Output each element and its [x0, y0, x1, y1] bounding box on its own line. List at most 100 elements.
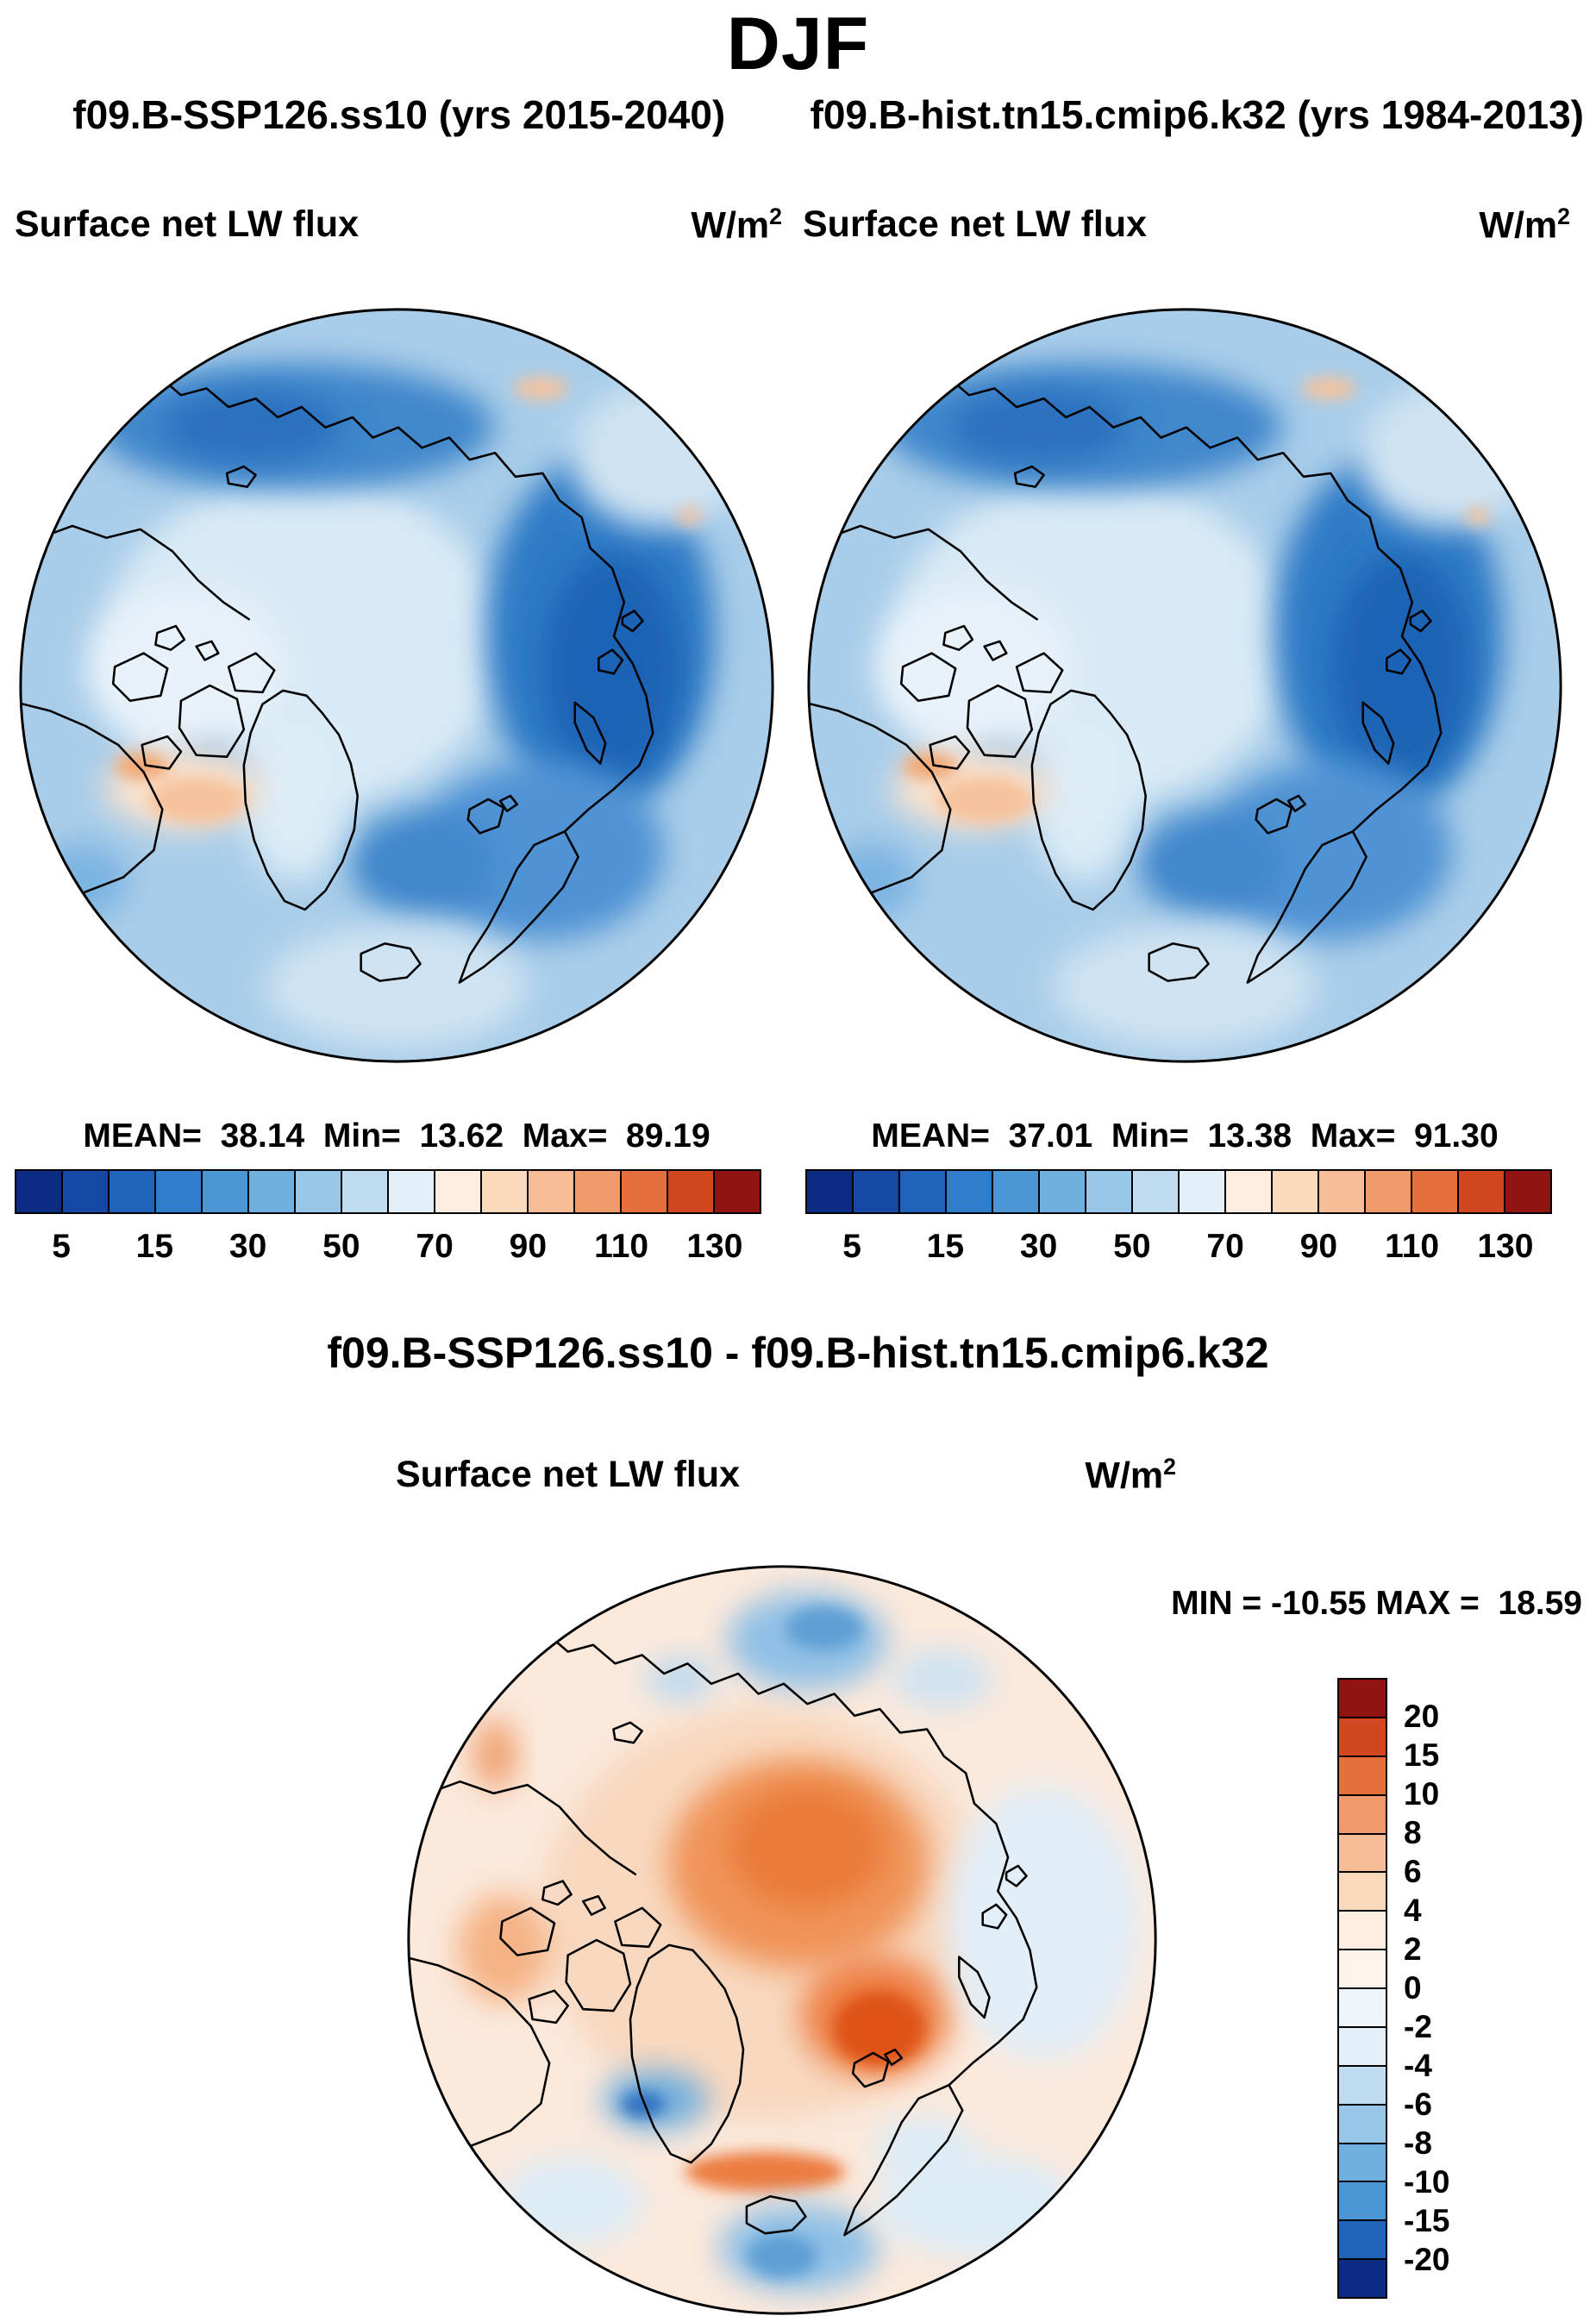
colorbar-cell: [1040, 1171, 1086, 1212]
colorbar-cell: [1180, 1171, 1226, 1212]
colorbar-cell: [1339, 2105, 1386, 2144]
colorbar-cell: [203, 1171, 249, 1212]
colorbar-cell: [1273, 1171, 1319, 1212]
colorbar-cell: [249, 1171, 296, 1212]
colorbar-cell: [1339, 2221, 1386, 2261]
case-subtitle-row: f09.B-SSP126.ss10 (yrs 2015-2040) f09.B-…: [0, 91, 1596, 138]
stats-right: MEAN= 37.01 Min= 13.38 Max= 91.30: [871, 1117, 1499, 1155]
map-difference: [403, 1561, 1161, 2319]
colorbar-cell: [993, 1171, 1040, 1212]
panel-right-units: W/m2: [1479, 203, 1570, 247]
colorbar-cell: [1339, 1834, 1386, 1874]
colorbar-cell: [1339, 2027, 1386, 2067]
colorbar-diff-labels: 20 15 10 8 6 4 2 0 -2 -4 -6 -8 -10 -15 -20: [1404, 1678, 1524, 2299]
colorbar-tick-label: 70: [416, 1228, 454, 1265]
colorbar-cell: [1086, 1171, 1133, 1212]
colorbar-tick-label: 15: [926, 1228, 965, 1265]
colorbar-tick-label: 50: [1113, 1228, 1151, 1265]
colorbar-cell: [1339, 1718, 1386, 1757]
colorbar-cell: [389, 1171, 435, 1212]
colorbar-tick-label: 110: [594, 1228, 649, 1265]
colorbar-cell: [1339, 1756, 1386, 1796]
panel-diff-field-label: Surface net LW flux: [396, 1454, 741, 1495]
colorbar-tick-label: -4: [1404, 2048, 1432, 2083]
colorbar-tick-label: -6: [1404, 2087, 1432, 2122]
colorbar-tick-label: 20: [1404, 1699, 1440, 1734]
colorbar-cell: [342, 1171, 389, 1212]
colorbar-diff: [1337, 1678, 1387, 2299]
colorbar-cell: [1339, 1795, 1386, 1835]
colorbar-tick-label: -2: [1404, 2009, 1432, 2044]
colorbar-cell: [16, 1171, 63, 1212]
colorbar-cell: [715, 1171, 760, 1212]
colorbar-cell: [296, 1171, 342, 1212]
panel-left-units: W/m2: [691, 203, 782, 247]
panel-diff-units: W/m2: [1085, 1454, 1176, 1497]
colorbar-tick-label: 2: [1404, 1931, 1422, 1967]
map-ssp126-field: [15, 304, 779, 1067]
colorbar-cell: [1339, 1950, 1386, 1989]
colorbar-tick-label: 130: [1477, 1228, 1534, 1265]
colorbar-right: [805, 1169, 1552, 1214]
panel-left-header: Surface net LW flux W/m2: [15, 203, 782, 247]
colorbar-cell: [110, 1171, 156, 1212]
colorbar-tick-label: 5: [52, 1228, 71, 1265]
colorbar-tick-label: 0: [1404, 1970, 1422, 2006]
panel-diff-header: Surface net LW flux W/m2: [396, 1454, 1176, 1497]
case-right-label: f09.B-hist.tn15.cmip6.k32 (yrs 1984-2013…: [810, 92, 1584, 137]
colorbar-cell: [575, 1171, 622, 1212]
colorbar-tick-label: 5: [842, 1228, 861, 1265]
panel-left-field-label: Surface net LW flux: [15, 203, 360, 245]
colorbar-cell: [1226, 1171, 1273, 1212]
colorbar-tick-label: 70: [1206, 1228, 1244, 1265]
colorbar-cell: [1459, 1171, 1505, 1212]
colorbar-tick-label: 4: [1404, 1893, 1422, 1928]
colorbar-cell: [900, 1171, 947, 1212]
colorbar-tick-label: 50: [322, 1228, 360, 1265]
case-left-label: f09.B-SSP126.ss10 (yrs 2015-2040): [72, 92, 726, 137]
colorbar-tick-label: 30: [228, 1228, 267, 1265]
colorbar-tick-label: 90: [509, 1228, 548, 1265]
colorbar-cell: [1366, 1171, 1412, 1212]
panel-right-field-label: Surface net LW flux: [803, 203, 1148, 245]
colorbar-tick-label: 30: [1019, 1228, 1058, 1265]
colorbar-cell: [1339, 2182, 1386, 2222]
map-ssp126: [15, 304, 779, 1067]
colorbar-cell: [622, 1171, 668, 1212]
stats-left: MEAN= 38.14 Min= 13.62 Max= 89.19: [83, 1117, 710, 1155]
colorbar-cell: [1339, 1873, 1386, 1912]
colorbar-cell: [435, 1171, 482, 1212]
colorbar-tick-label: 15: [135, 1228, 174, 1265]
colorbar-left: [15, 1169, 761, 1214]
colorbar-tick-label: 6: [1404, 1854, 1422, 1889]
colorbar-cell: [1339, 2144, 1386, 2183]
map-ssp126-border: [19, 308, 774, 1063]
colorbar-cell: [854, 1171, 900, 1212]
colorbar-cell: [1319, 1171, 1366, 1212]
colorbar-tick-label: -15: [1404, 2203, 1450, 2238]
colorbar-cell: [1339, 1989, 1386, 2028]
colorbar-cell: [63, 1171, 110, 1212]
colorbar-cell: [156, 1171, 203, 1212]
map-hist-field: [803, 304, 1567, 1067]
map-hist-border: [807, 308, 1562, 1063]
colorbar-tick-label: 110: [1385, 1228, 1440, 1265]
map-hist: [803, 304, 1567, 1067]
colorbar-cell: [1339, 2260, 1386, 2297]
colorbar-tick-label: -10: [1404, 2164, 1450, 2200]
colorbar-cell: [1339, 2066, 1386, 2106]
colorbar-cell: [668, 1171, 715, 1212]
colorbar-tick-label: 90: [1299, 1228, 1338, 1265]
diff-minmax: MIN = -10.55 MAX = 18.59: [1171, 1585, 1582, 1622]
figure-title: DJF: [726, 3, 870, 85]
map-difference-border: [407, 1565, 1157, 2315]
colorbar-cell: [1505, 1171, 1550, 1212]
map-difference-field: [403, 1561, 1161, 2319]
colorbar-cell: [482, 1171, 529, 1212]
colorbar-tick-label: 130: [686, 1228, 743, 1265]
colorbar-cell: [1339, 1680, 1386, 1718]
colorbar-tick-label: 8: [1404, 1815, 1422, 1850]
difference-title: f09.B-SSP126.ss10 - f09.B-hist.tn15.cmip…: [327, 1329, 1269, 1377]
colorbar-tick-label: -20: [1404, 2242, 1450, 2277]
